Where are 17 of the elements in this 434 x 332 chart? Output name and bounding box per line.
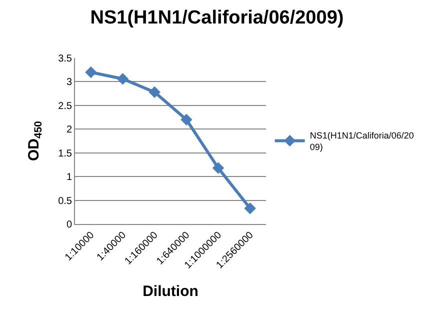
- point: [180, 114, 192, 126]
- point: [212, 162, 224, 174]
- point: [244, 202, 256, 214]
- y-tick-label: 3.5: [58, 54, 72, 64]
- y-tick-label: 2.5: [58, 100, 72, 112]
- point: [85, 66, 97, 78]
- y-tick-label: 2: [66, 124, 72, 136]
- y-tick-label: 3: [66, 77, 72, 88]
- y-tick-label: 0: [66, 220, 72, 230]
- y-tick-label: 0.5: [58, 196, 72, 207]
- y-tick-label: 1: [66, 172, 72, 184]
- point: [148, 86, 160, 98]
- y-tick-label: 1.5: [58, 148, 72, 160]
- legend-label: NS1(H1N1/Califoria/06/2009): [310, 130, 414, 152]
- chart-title: NS1(H1N1/Califoria/06/2009): [90, 7, 344, 28]
- x-axis-title: Dilution: [142, 283, 198, 300]
- point: [116, 73, 129, 85]
